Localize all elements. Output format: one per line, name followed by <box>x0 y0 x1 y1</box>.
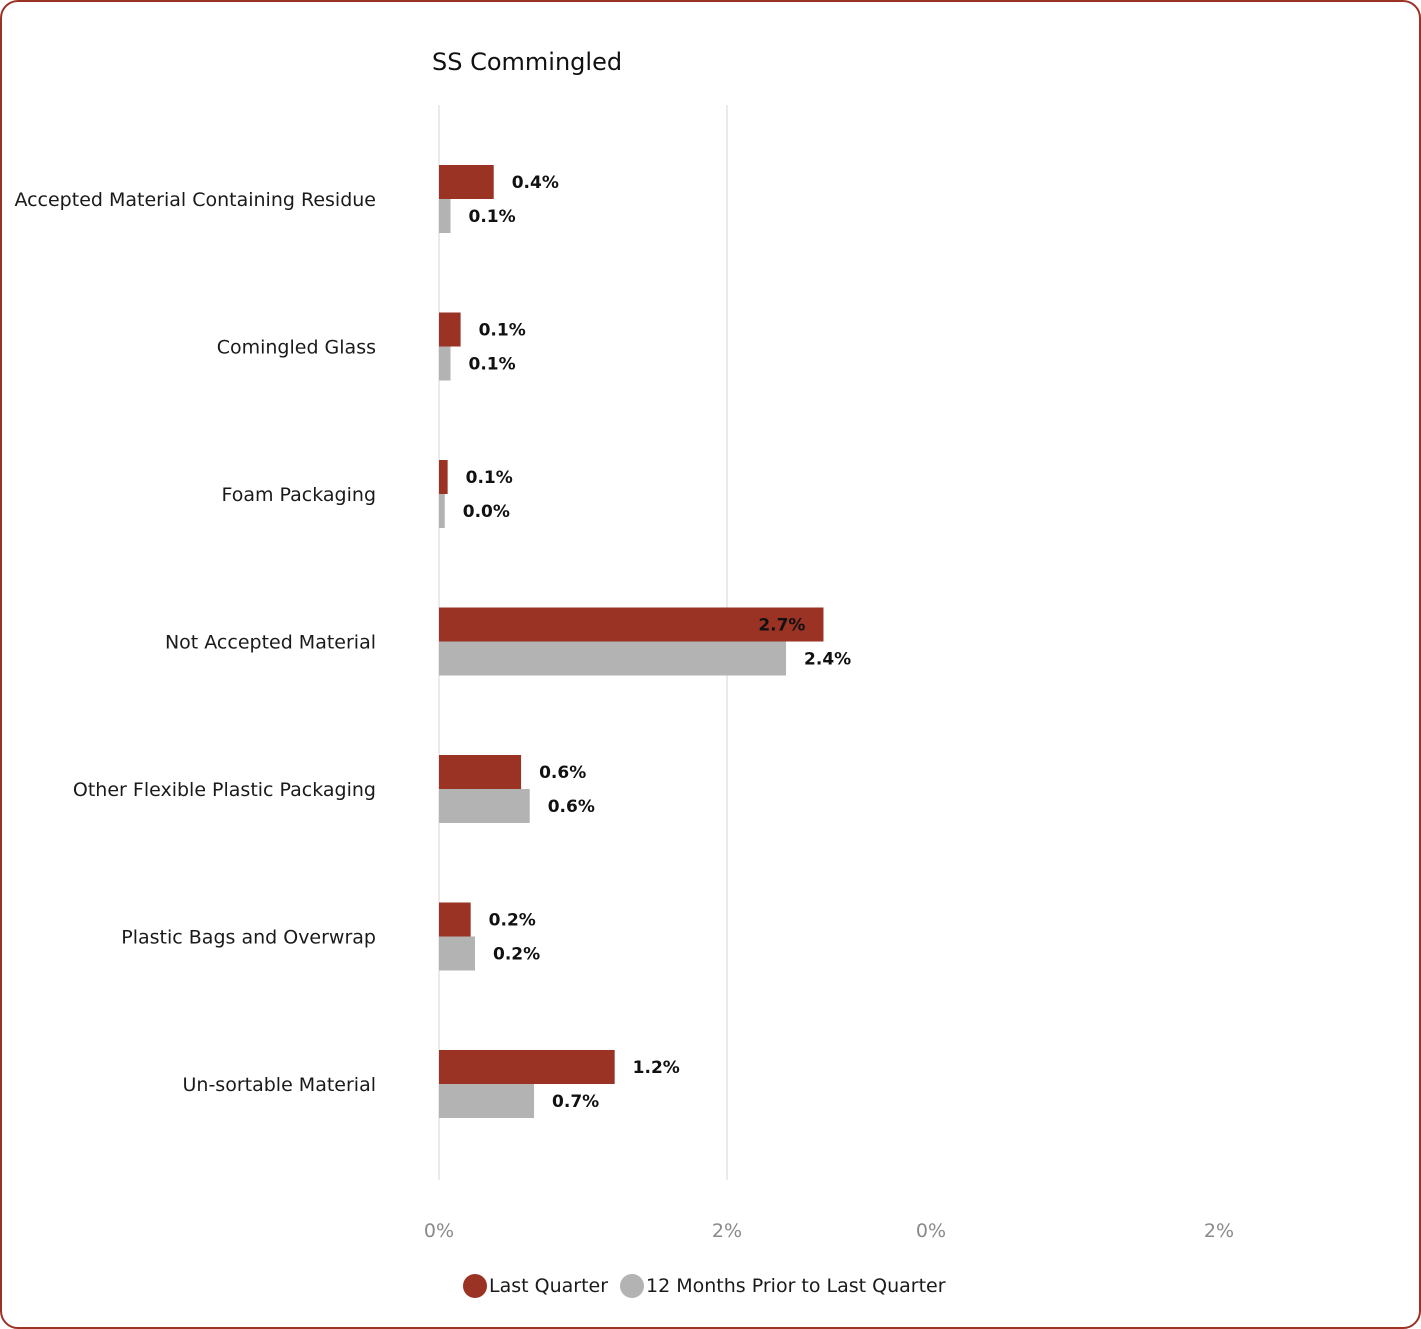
data-label: 0.2% <box>489 911 536 931</box>
x-tick-labels: 0% 2% 0% 2% <box>424 1220 1234 1242</box>
category-label-other-flexible-plastic-packaging: Other Flexible Plastic Packaging <box>73 779 376 801</box>
legend-label: 12 Months Prior to Last Quarter <box>646 1275 946 1297</box>
x-tick-label: 2% <box>712 1220 742 1242</box>
x-tick-label: 0% <box>424 1220 454 1242</box>
bar-last-quarter-foam-packaging <box>439 460 448 494</box>
legend-item-12-months-prior: 12 Months Prior to Last Quarter <box>620 1274 946 1298</box>
category-label-accepted-material-containing-residue: Accepted Material Containing Residue <box>14 189 376 211</box>
bars <box>439 165 824 1118</box>
legend: Last Quarter 12 Months Prior to Last Qua… <box>463 1274 958 1298</box>
data-label: 0.6% <box>548 797 595 817</box>
data-label: 0.6% <box>539 763 586 783</box>
data-label: 2.4% <box>804 650 851 670</box>
x-tick-label: 2% <box>1204 1220 1234 1242</box>
bar-12-months-prior-foam-packaging <box>439 494 445 528</box>
data-label: 0.1% <box>466 468 513 488</box>
data-label: 1.2% <box>633 1058 680 1078</box>
data-label: 0.1% <box>469 207 516 227</box>
bar-12-months-prior-other-flexible-plastic-packaging <box>439 789 530 823</box>
bar-12-months-prior-un-sortable-material <box>439 1084 535 1118</box>
value-labels: 0.4% 0.1% 0.1% 0.1% 0.1% 0.0% 2.7% 2.4% 0.6% 0.6%… <box>463 173 851 1112</box>
bar-last-quarter-un-sortable-material <box>439 1050 615 1084</box>
bar-12-months-prior-plastic-bags-and-overwrap <box>439 936 475 971</box>
category-label-un-sortable-material: Un-sortable Material <box>183 1074 377 1096</box>
bar-last-quarter-plastic-bags-and-overwrap <box>439 902 471 937</box>
legend-swatch-icon <box>463 1274 487 1298</box>
bar-last-quarter-accepted-material-containing-residue <box>439 165 494 199</box>
data-label: 0.4% <box>512 173 559 193</box>
bar-last-quarter-comingled-glass <box>439 312 461 347</box>
bar-12-months-prior-comingled-glass <box>439 346 451 381</box>
x-tick-label: 0% <box>916 1220 946 1242</box>
bar-last-quarter-other-flexible-plastic-packaging <box>439 755 522 789</box>
legend-label: Last Quarter <box>489 1275 609 1297</box>
category-labels: Accepted Material Containing Residue Comi… <box>14 189 376 1096</box>
data-label: 0.2% <box>493 945 540 965</box>
data-label: 2.7% <box>758 616 805 636</box>
data-label: 0.1% <box>469 355 516 375</box>
category-label-not-accepted-material: Not Accepted Material <box>165 632 376 654</box>
bar-12-months-prior-not-accepted-material <box>439 641 787 676</box>
category-label-plastic-bags-and-overwrap: Plastic Bags and Overwrap <box>121 927 376 949</box>
data-label: 0.1% <box>479 321 526 341</box>
category-label-foam-packaging: Foam Packaging <box>221 484 376 506</box>
data-label: 0.7% <box>552 1092 599 1112</box>
bar-12-months-prior-accepted-material-containing-residue <box>439 199 451 233</box>
legend-item-last-quarter: Last Quarter <box>463 1274 608 1298</box>
data-label: 0.0% <box>463 502 510 522</box>
bar-last-quarter-not-accepted-material <box>439 607 824 642</box>
category-label-comingled-glass: Comingled Glass <box>217 337 376 359</box>
chart-title: SS Commingled <box>432 48 623 76</box>
legend-swatch-icon <box>620 1274 645 1298</box>
